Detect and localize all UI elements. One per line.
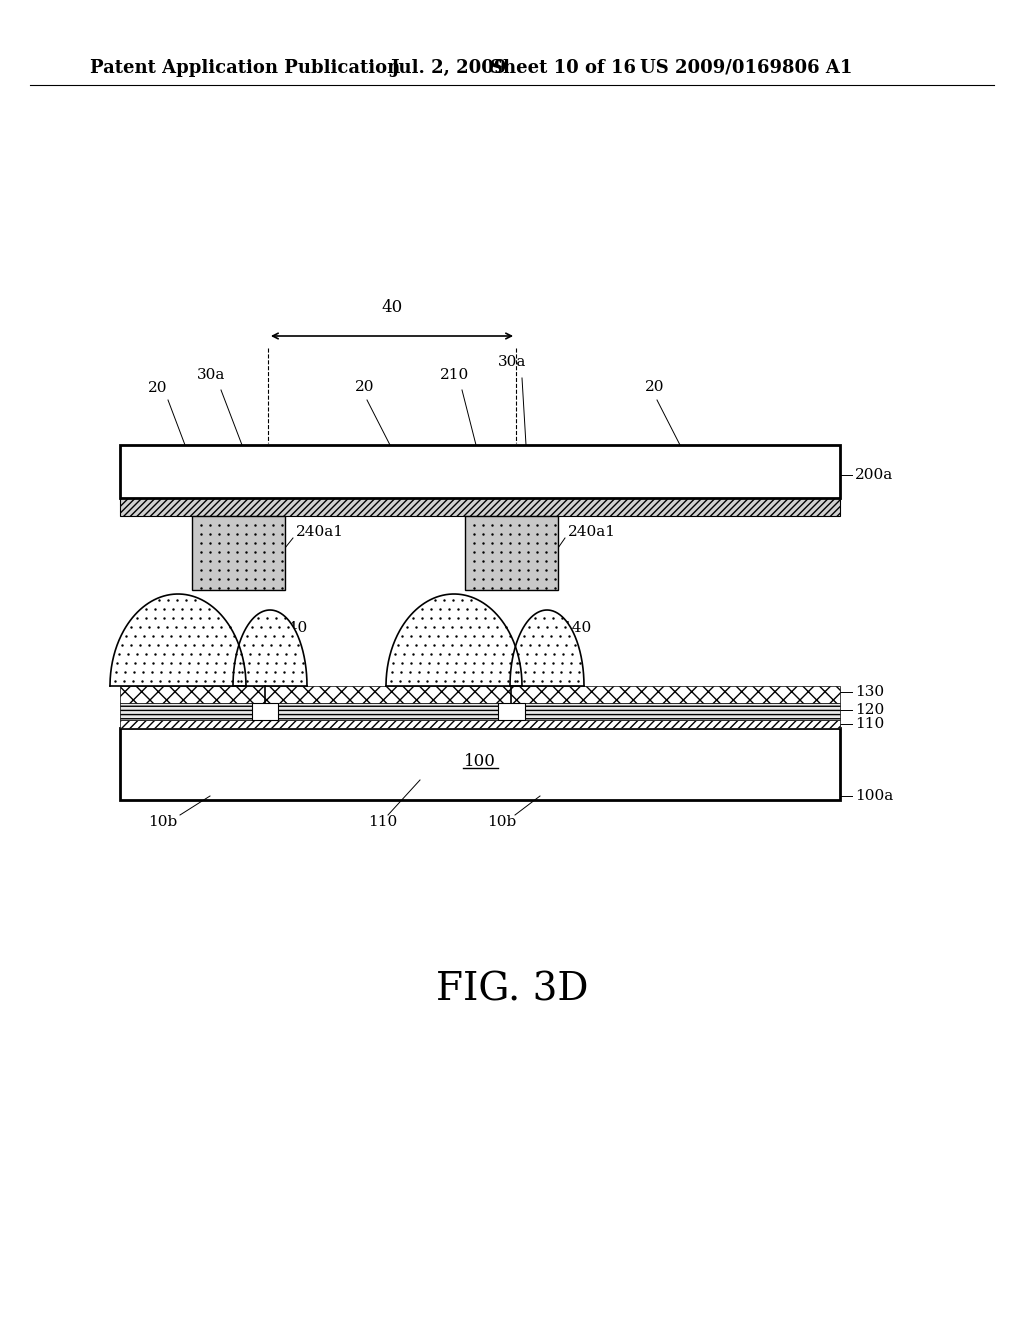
Text: US 2009/0169806 A1: US 2009/0169806 A1 <box>640 59 852 77</box>
Text: Patent Application Publication: Patent Application Publication <box>90 59 400 77</box>
Polygon shape <box>233 610 307 686</box>
Text: 110: 110 <box>855 717 885 731</box>
Text: 140: 140 <box>278 620 307 635</box>
Polygon shape <box>386 594 522 686</box>
Text: 30a: 30a <box>498 355 526 370</box>
Text: 130: 130 <box>855 685 884 700</box>
Bar <box>465 516 558 590</box>
Bar <box>193 516 285 590</box>
Bar <box>498 704 525 719</box>
Text: 210: 210 <box>440 368 469 381</box>
Text: 140: 140 <box>562 620 591 635</box>
Text: 100: 100 <box>464 754 496 771</box>
Text: 20: 20 <box>148 381 168 395</box>
Text: 30a: 30a <box>197 368 225 381</box>
Text: 10b: 10b <box>487 814 516 829</box>
Text: 240a1: 240a1 <box>296 525 344 539</box>
Polygon shape <box>110 594 246 686</box>
Text: 100a: 100a <box>855 789 893 803</box>
Text: 10b: 10b <box>148 814 177 829</box>
Text: 200: 200 <box>464 459 496 477</box>
Text: FIG. 3D: FIG. 3D <box>436 972 588 1008</box>
Text: 40: 40 <box>381 300 402 315</box>
Text: 20: 20 <box>645 380 665 393</box>
Bar <box>252 704 278 719</box>
Text: Sheet 10 of 16: Sheet 10 of 16 <box>490 59 636 77</box>
Bar <box>120 704 840 719</box>
Bar <box>120 498 840 516</box>
Bar <box>120 445 840 498</box>
Text: 120: 120 <box>855 704 885 717</box>
Text: Jul. 2, 2009: Jul. 2, 2009 <box>390 59 507 77</box>
Bar <box>120 729 840 800</box>
Bar <box>120 719 840 729</box>
Text: 240a1: 240a1 <box>568 525 616 539</box>
Text: 200a: 200a <box>855 469 893 482</box>
Bar <box>120 686 840 704</box>
Text: 20: 20 <box>355 380 375 393</box>
Text: 110: 110 <box>368 814 397 829</box>
Polygon shape <box>510 610 584 686</box>
